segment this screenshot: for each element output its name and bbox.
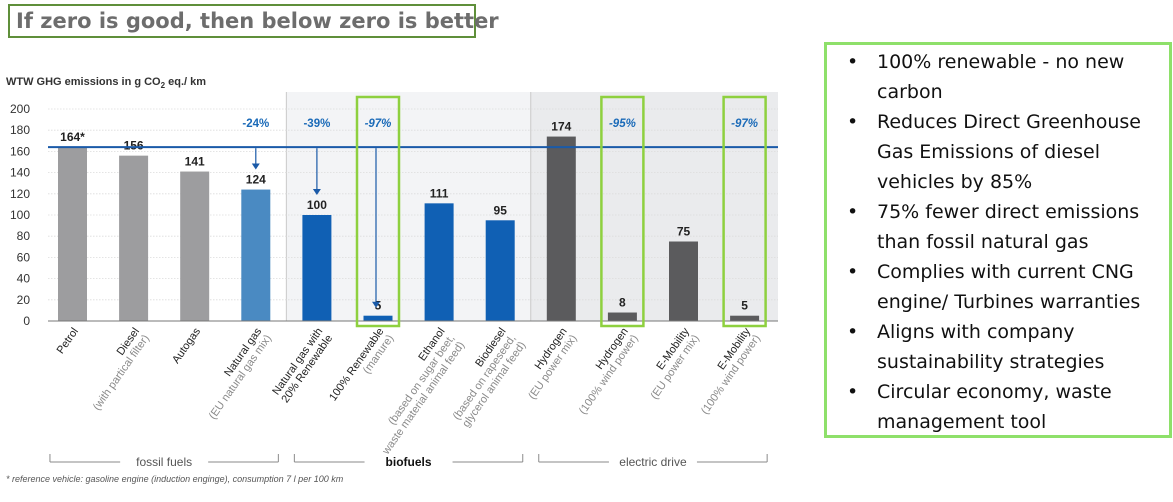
bar-3	[180, 171, 210, 321]
bar-2	[119, 155, 149, 321]
bullet-dot-icon: •	[847, 201, 859, 223]
reduction-arrow-head	[372, 301, 380, 308]
bar-1	[58, 147, 87, 321]
benefit-item: • Aligns with company sustainability stra…	[835, 317, 1165, 377]
benefit-item: • Circular economy, waste management tool	[835, 377, 1165, 437]
reduction-label: -97%	[365, 118, 392, 130]
benefits-list: • 100% renewable - no new carbon • Reduces …	[835, 47, 1165, 437]
bar-value-label: 5	[375, 299, 382, 313]
category-label: Natural gas with20% Renewable	[270, 326, 336, 405]
bar-11	[669, 241, 698, 321]
bar-12	[730, 315, 760, 321]
y-tick-label: 180	[10, 123, 30, 137]
benefit-text: 75% fewer direct emissions than fossil n…	[877, 201, 1140, 253]
slide-headline: If zero is good, then below zero is bett…	[8, 4, 499, 38]
bar-value-label: 156	[124, 139, 144, 153]
y-tick-label: 20	[17, 293, 31, 307]
highlight-box	[722, 95, 767, 328]
chart-footnote: * reference vehicle: gasoline engine (in…	[6, 474, 344, 484]
bullet-dot-icon: •	[847, 111, 859, 133]
y-tick-label: 200	[10, 102, 30, 116]
category-label: E-Mobility(EU power mix)	[639, 325, 702, 401]
bar-6	[363, 315, 393, 321]
bar-value-label: 111	[430, 186, 449, 200]
reduction-label: -95%	[609, 118, 636, 130]
benefit-item: • 100% renewable - no new carbon	[835, 47, 1165, 107]
benefit-text: 100% renewable - no new carbon	[877, 51, 1125, 103]
reduction-label: -97%	[731, 118, 758, 130]
bar-value-label: 8	[619, 296, 626, 310]
group-label: electric drive	[619, 455, 687, 469]
reduction-label: -24%	[242, 118, 269, 130]
y-tick-label: 40	[17, 272, 31, 286]
benefit-text: Circular economy, waste management tool	[877, 381, 1112, 433]
reduction-label: -39%	[303, 118, 330, 130]
benefit-text: Reduces Direct Greenhouse Gas Emissions …	[877, 111, 1141, 193]
reduction-arrow-head	[312, 189, 321, 195]
group-label: fossil fuels	[136, 455, 192, 469]
highlight-box	[600, 95, 645, 328]
bar-value-label: 164*	[60, 130, 85, 144]
bar-value-label: 124	[246, 173, 266, 187]
category-label: Natural gas(EU natural gas mix)	[197, 325, 274, 421]
group-label: biofuels	[386, 455, 432, 469]
bullet-dot-icon: •	[847, 261, 859, 283]
bar-9	[546, 136, 576, 321]
reduction-arrow-head	[251, 163, 260, 170]
bar-5	[302, 215, 332, 321]
category-label: Hydrogen(EU power mix)	[516, 326, 579, 402]
benefit-item: • Complies with current CNG engine/ Turbi…	[835, 257, 1165, 317]
benefits-box: • 100% renewable - no new carbon • Reduces …	[824, 42, 1172, 438]
benefit-item: • 75% fewer direct emissions than fossil …	[835, 197, 1165, 257]
bullet-dot-icon: •	[847, 51, 859, 73]
category-label: Petrol	[55, 326, 81, 356]
y-tick-label: 80	[17, 229, 31, 243]
category-label: Diesel(with partical filter)	[81, 326, 152, 413]
bullet-dot-icon: •	[847, 381, 859, 403]
ghg-emissions-chart: WTW GHG emissions in g CO2 eq./ km 0 20 40 6…	[6, 76, 778, 484]
y-tick-label: 160	[10, 144, 30, 158]
benefit-text: Aligns with company sustainability strat…	[877, 321, 1105, 373]
category-label: 100% Renewable(manure)	[327, 326, 396, 410]
bar-10	[607, 312, 637, 321]
bar-value-label: 75	[677, 225, 691, 239]
y-tick-label: 60	[17, 250, 31, 264]
benefit-text: Complies with current CNG engine/ Turbin…	[877, 261, 1141, 313]
bullet-dot-icon: •	[847, 321, 859, 343]
bar-value-label: 141	[185, 155, 205, 169]
bar-value-label: 5	[741, 299, 748, 313]
y-tick-label: 0	[23, 314, 30, 328]
bar-value-label: 174	[551, 120, 571, 134]
bar-value-label: 100	[307, 198, 327, 212]
chart-title: WTW GHG emissions in g CO2 eq./ km	[6, 76, 206, 90]
y-tick-label: 140	[10, 166, 30, 180]
highlight-box	[355, 95, 401, 328]
bar-8	[485, 220, 515, 321]
bar-value-label: 95	[494, 203, 508, 217]
y-tick-label: 120	[10, 187, 30, 201]
y-tick-label: 100	[10, 208, 30, 222]
benefit-item: • Reduces Direct Greenhouse Gas Emissions…	[835, 107, 1165, 197]
bar-7	[424, 203, 454, 321]
category-label: Autogas	[170, 325, 203, 365]
bar-4	[241, 189, 271, 321]
